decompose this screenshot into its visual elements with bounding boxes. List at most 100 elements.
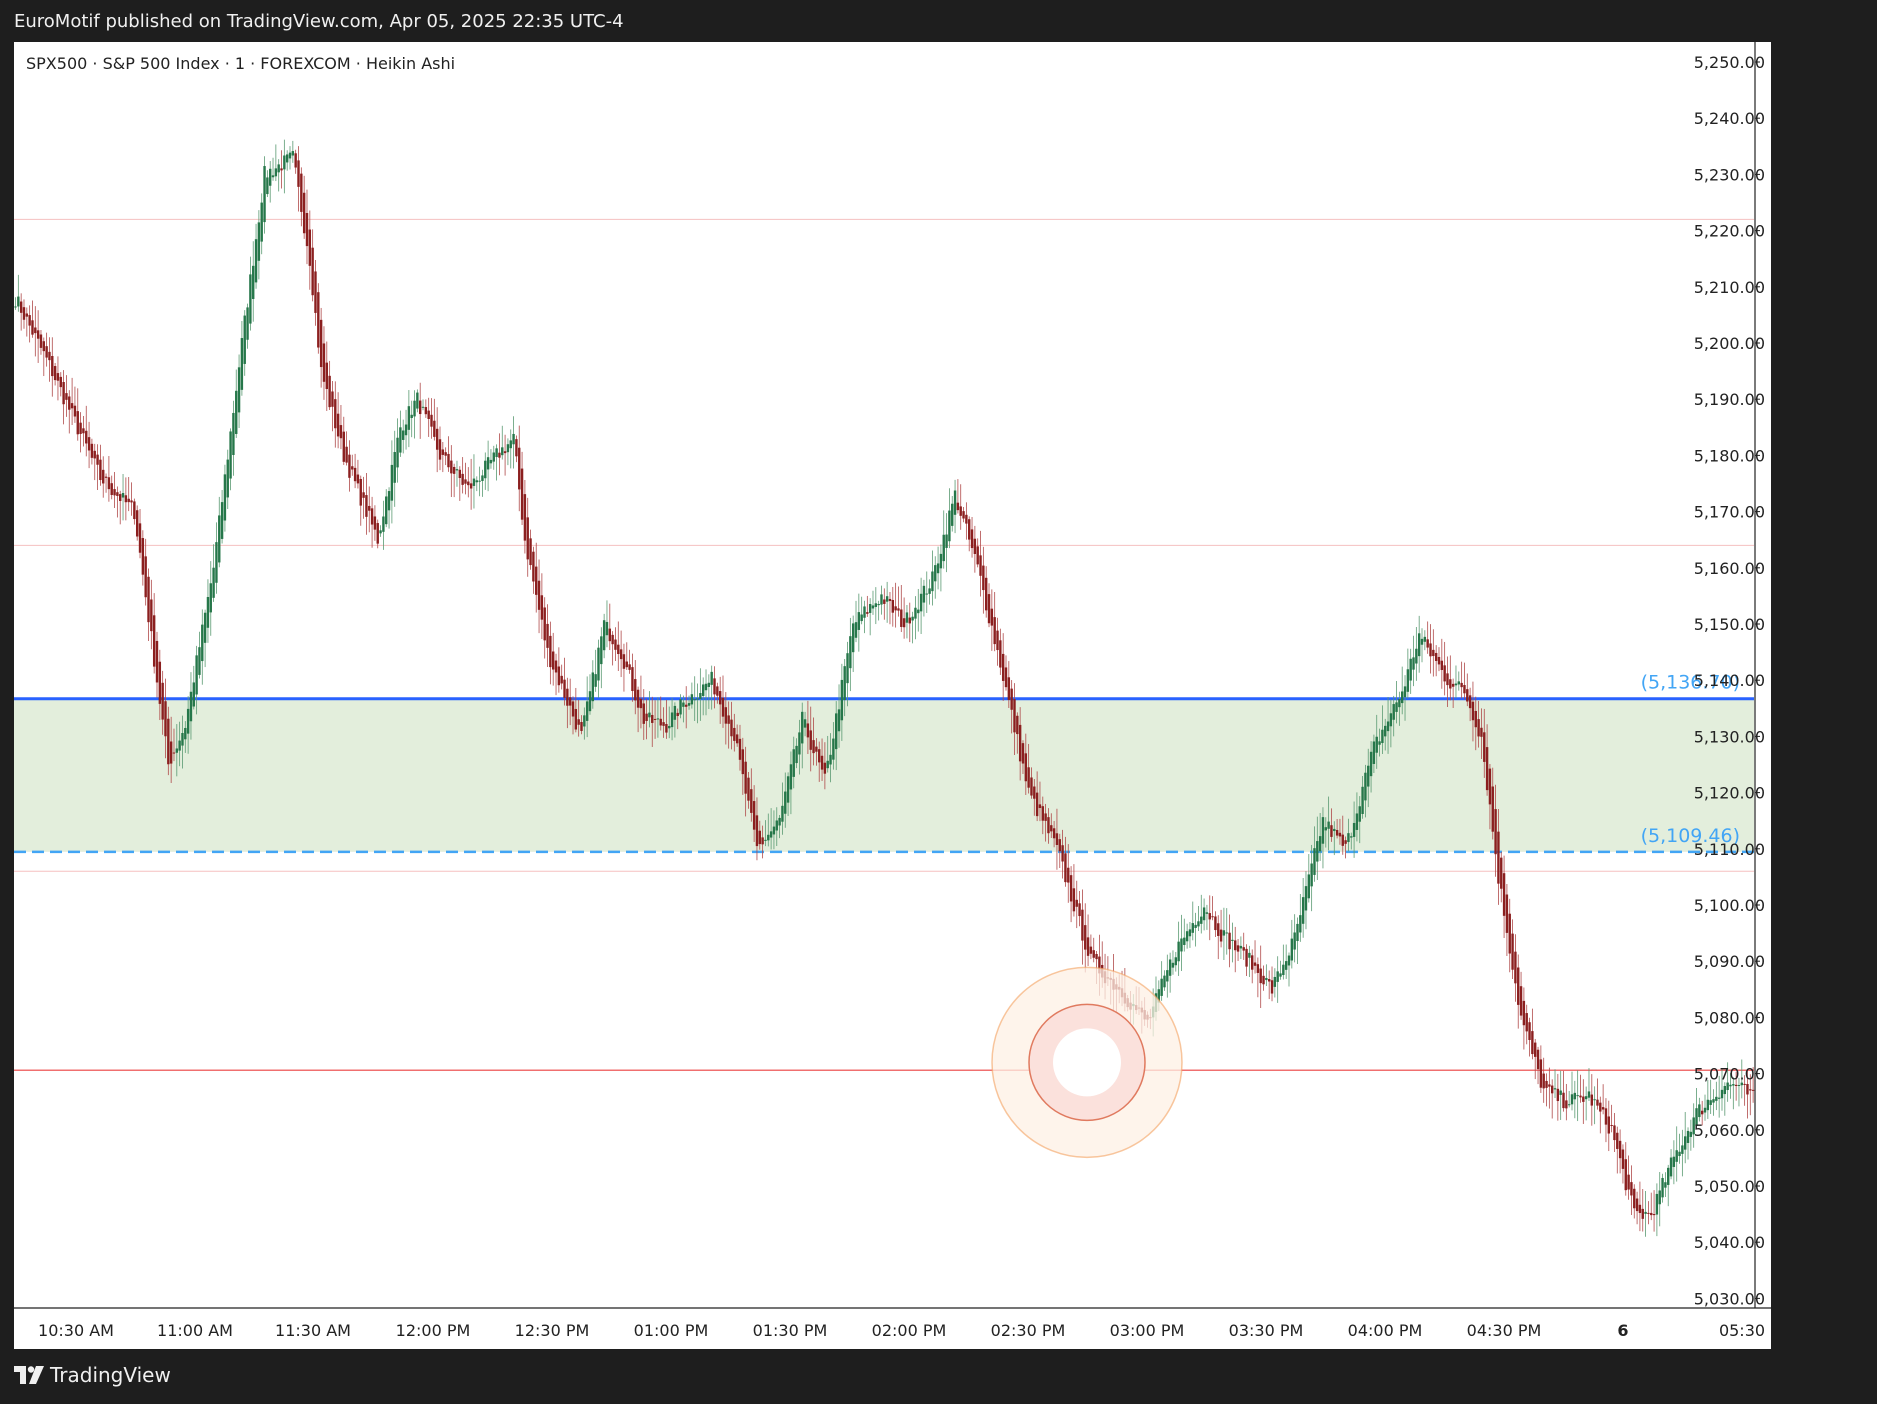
candle-body xyxy=(761,837,764,845)
candle-body xyxy=(1700,1110,1704,1115)
candle-body xyxy=(73,405,77,417)
candle-body xyxy=(1500,857,1503,889)
candle-body xyxy=(1494,809,1497,855)
candle-body xyxy=(1477,719,1480,737)
chart-frame[interactable]: (5,136.70) (5,109.46) 5,250.00 5,240.00 5,2… xyxy=(14,42,1771,1349)
candle-body xyxy=(203,612,207,643)
candle-body xyxy=(1256,964,1260,973)
candle-body xyxy=(843,666,846,701)
candle-body xyxy=(826,760,829,769)
candle-body xyxy=(1734,1084,1738,1086)
candle-body xyxy=(1304,886,1308,911)
candle-body xyxy=(68,396,71,410)
candle-body xyxy=(1341,834,1344,846)
candle-body xyxy=(192,682,195,707)
candle-body xyxy=(1055,833,1059,845)
candle-body xyxy=(605,621,609,636)
candle-body xyxy=(387,491,391,511)
candle-body xyxy=(1624,1159,1627,1191)
candle-body xyxy=(1004,667,1008,688)
candle-body xyxy=(1525,1013,1528,1032)
candle-body xyxy=(266,177,269,195)
candle-body xyxy=(407,406,411,430)
candle-body xyxy=(1301,897,1305,924)
candle-body xyxy=(741,749,745,775)
candle-body xyxy=(1038,804,1042,809)
candle-body xyxy=(300,173,303,212)
candle-body xyxy=(1027,767,1030,788)
candle-body xyxy=(699,693,702,699)
candle-body xyxy=(1267,979,1271,982)
candle-body xyxy=(891,599,894,613)
candle-body xyxy=(803,719,807,728)
candle-body xyxy=(1058,839,1061,852)
candle-body xyxy=(257,222,261,261)
y-tick-label: 5,070.00 xyxy=(1694,1065,1765,1084)
candle-body xyxy=(942,534,945,562)
price-chart[interactable]: (5,136.70) (5,109.46) 5,250.00 5,240.00 5,2… xyxy=(14,42,1771,1349)
candle-body xyxy=(1350,836,1353,838)
candle-body xyxy=(984,577,988,611)
candle-body xyxy=(1723,1085,1727,1095)
candle-body xyxy=(184,727,187,740)
candle-body xyxy=(668,725,671,729)
candle-body xyxy=(1259,968,1262,984)
candle-body xyxy=(540,595,544,620)
candle-body xyxy=(1616,1132,1619,1149)
candle-body xyxy=(727,715,730,724)
target-center xyxy=(1053,1028,1121,1097)
candle-body xyxy=(710,671,713,685)
candle-body xyxy=(19,301,23,313)
candle-body xyxy=(537,580,541,610)
level-label-0: (5,136.70) xyxy=(1641,672,1740,694)
candle-body xyxy=(976,546,979,565)
y-tick-label: 5,230.00 xyxy=(1694,165,1765,184)
tradingview-logo[interactable]: TradingView xyxy=(14,1363,171,1387)
candle-body xyxy=(1222,930,1226,936)
candle-body xyxy=(113,489,116,496)
candle-body xyxy=(1669,1157,1673,1177)
candle-body xyxy=(953,490,957,515)
candle-body xyxy=(894,606,897,611)
candle-body xyxy=(1287,955,1291,966)
candle-body xyxy=(229,431,232,479)
candle-body xyxy=(583,715,586,727)
candle-body xyxy=(1219,929,1223,942)
candle-body xyxy=(458,469,462,479)
candle-body xyxy=(396,437,399,468)
candle-body xyxy=(1007,677,1011,700)
candle-body xyxy=(1709,1100,1712,1105)
candle-body xyxy=(1001,653,1005,681)
candle-body xyxy=(243,315,246,364)
candle-body xyxy=(835,713,838,750)
candle-body xyxy=(175,748,179,753)
candle-body xyxy=(1732,1084,1735,1086)
candle-body xyxy=(212,567,215,598)
candle-body xyxy=(133,501,136,520)
candle-body xyxy=(147,576,150,623)
candle-body xyxy=(1715,1096,1718,1101)
candle-body xyxy=(441,449,445,455)
candle-body xyxy=(1553,1088,1557,1090)
candle-body xyxy=(370,508,374,525)
candle-body xyxy=(1460,682,1463,688)
price-axis[interactable] xyxy=(1755,42,1771,1349)
candle-body xyxy=(206,597,210,628)
candle-body xyxy=(1024,753,1028,782)
candle-body xyxy=(1375,736,1378,753)
candle-body xyxy=(747,777,750,801)
x-tick-label: 03:00 PM xyxy=(1110,1321,1185,1340)
candle-body xyxy=(815,746,818,752)
candle-body xyxy=(1451,683,1455,687)
candle-body xyxy=(104,476,108,478)
y-tick-label: 5,090.00 xyxy=(1694,952,1765,971)
candle-body xyxy=(1202,907,1206,921)
candle-body xyxy=(1539,1059,1543,1088)
candle-body xyxy=(365,495,368,517)
candle-body xyxy=(1692,1117,1695,1135)
candle-body xyxy=(979,555,982,576)
candle-body xyxy=(1556,1088,1560,1102)
time-axis[interactable] xyxy=(14,1308,1771,1349)
candle-body xyxy=(218,515,221,563)
candle-body xyxy=(1596,1099,1599,1106)
